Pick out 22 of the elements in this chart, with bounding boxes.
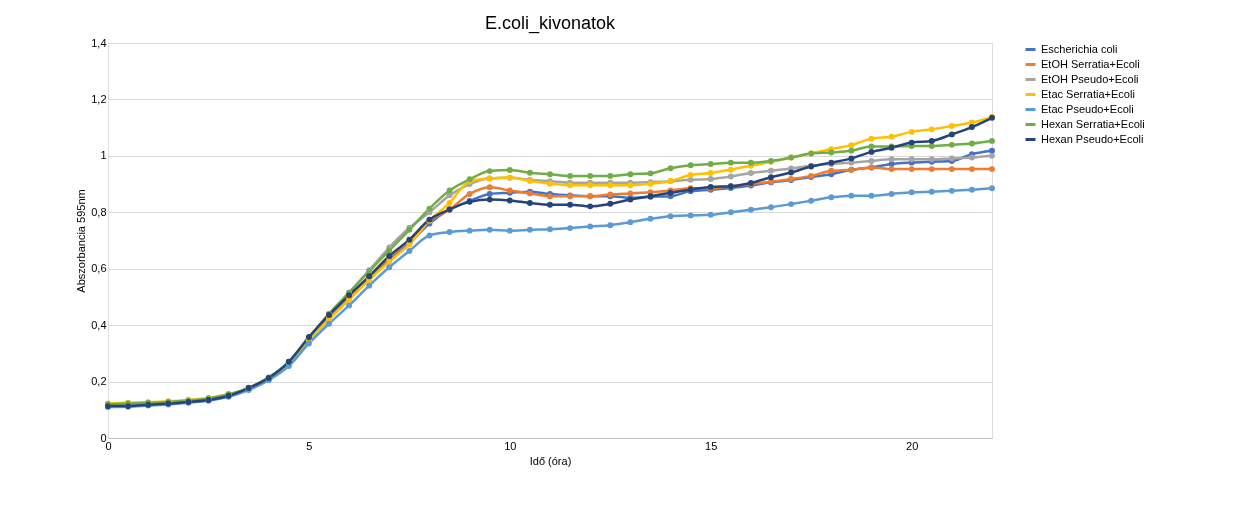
legend-label: Hexan Serratia+Ecoli bbox=[1041, 117, 1145, 130]
y-tick-label: 0,6 bbox=[91, 262, 107, 275]
y-tick-label: 1 bbox=[100, 149, 107, 162]
x-tick-label: 20 bbox=[906, 439, 919, 452]
y-tick-label: 1,4 bbox=[91, 36, 107, 49]
x-axis-title: Idő (óra) bbox=[529, 454, 572, 467]
chart-title: E.coli_kivonatok bbox=[484, 13, 617, 34]
y-axis-title: Abszorbancia 595nm bbox=[75, 189, 88, 293]
legend-label: EtOH Pseudo+Ecoli bbox=[1041, 72, 1139, 85]
x-tick-label: 5 bbox=[306, 439, 313, 452]
y-tick-label: 0 bbox=[100, 431, 107, 444]
x-tick-label: 15 bbox=[705, 439, 718, 452]
y-tick-label: 0,8 bbox=[91, 205, 107, 218]
legend-label: Etac Serratia+Ecoli bbox=[1041, 87, 1135, 100]
legend-label: Etac Pseudo+Ecoli bbox=[1041, 102, 1134, 115]
y-tick-label: 1,2 bbox=[91, 92, 107, 105]
legend-label: Escherichia coli bbox=[1041, 42, 1118, 55]
legend-label: Hexan Pseudo+Ecoli bbox=[1041, 132, 1144, 145]
legend-label: EtOH Serratia+Ecoli bbox=[1041, 57, 1140, 70]
y-tick-label: 0,2 bbox=[91, 375, 107, 388]
y-tick-label: 0,4 bbox=[91, 318, 107, 331]
x-tick-label: 10 bbox=[504, 439, 517, 452]
